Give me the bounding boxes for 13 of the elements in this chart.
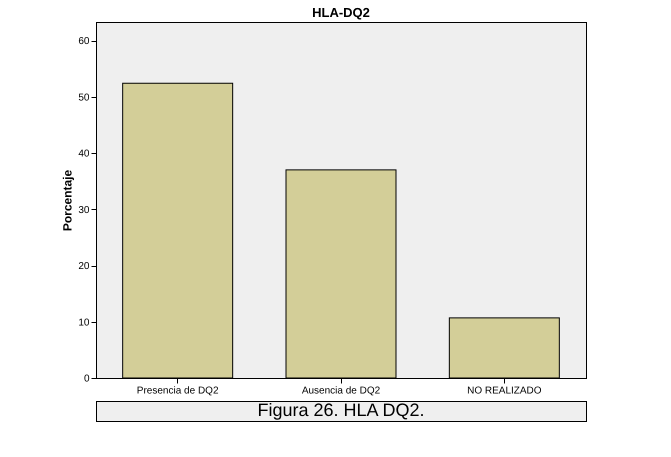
y-tick-label: 60	[78, 36, 90, 48]
y-tick-label: 0	[84, 374, 90, 384]
y-tick-label: 50	[78, 92, 90, 104]
x-tick-label: Ausencia de DQ2	[302, 386, 381, 396]
chart-title: HLA-DQ2	[312, 5, 370, 20]
y-tick-label: 10	[78, 317, 90, 328]
y-tick-label: 40	[78, 148, 90, 160]
x-tick-label: NO REALIZADO	[467, 386, 542, 396]
text: Figura 26. HLA DQ2.	[257, 400, 425, 420]
y-tick-label: 30	[78, 204, 90, 216]
y-tick-label: 20	[78, 261, 90, 272]
x-tick-label: Presencia de DQ2	[136, 386, 219, 396]
y-axis-title: Porcentaje	[60, 169, 74, 232]
